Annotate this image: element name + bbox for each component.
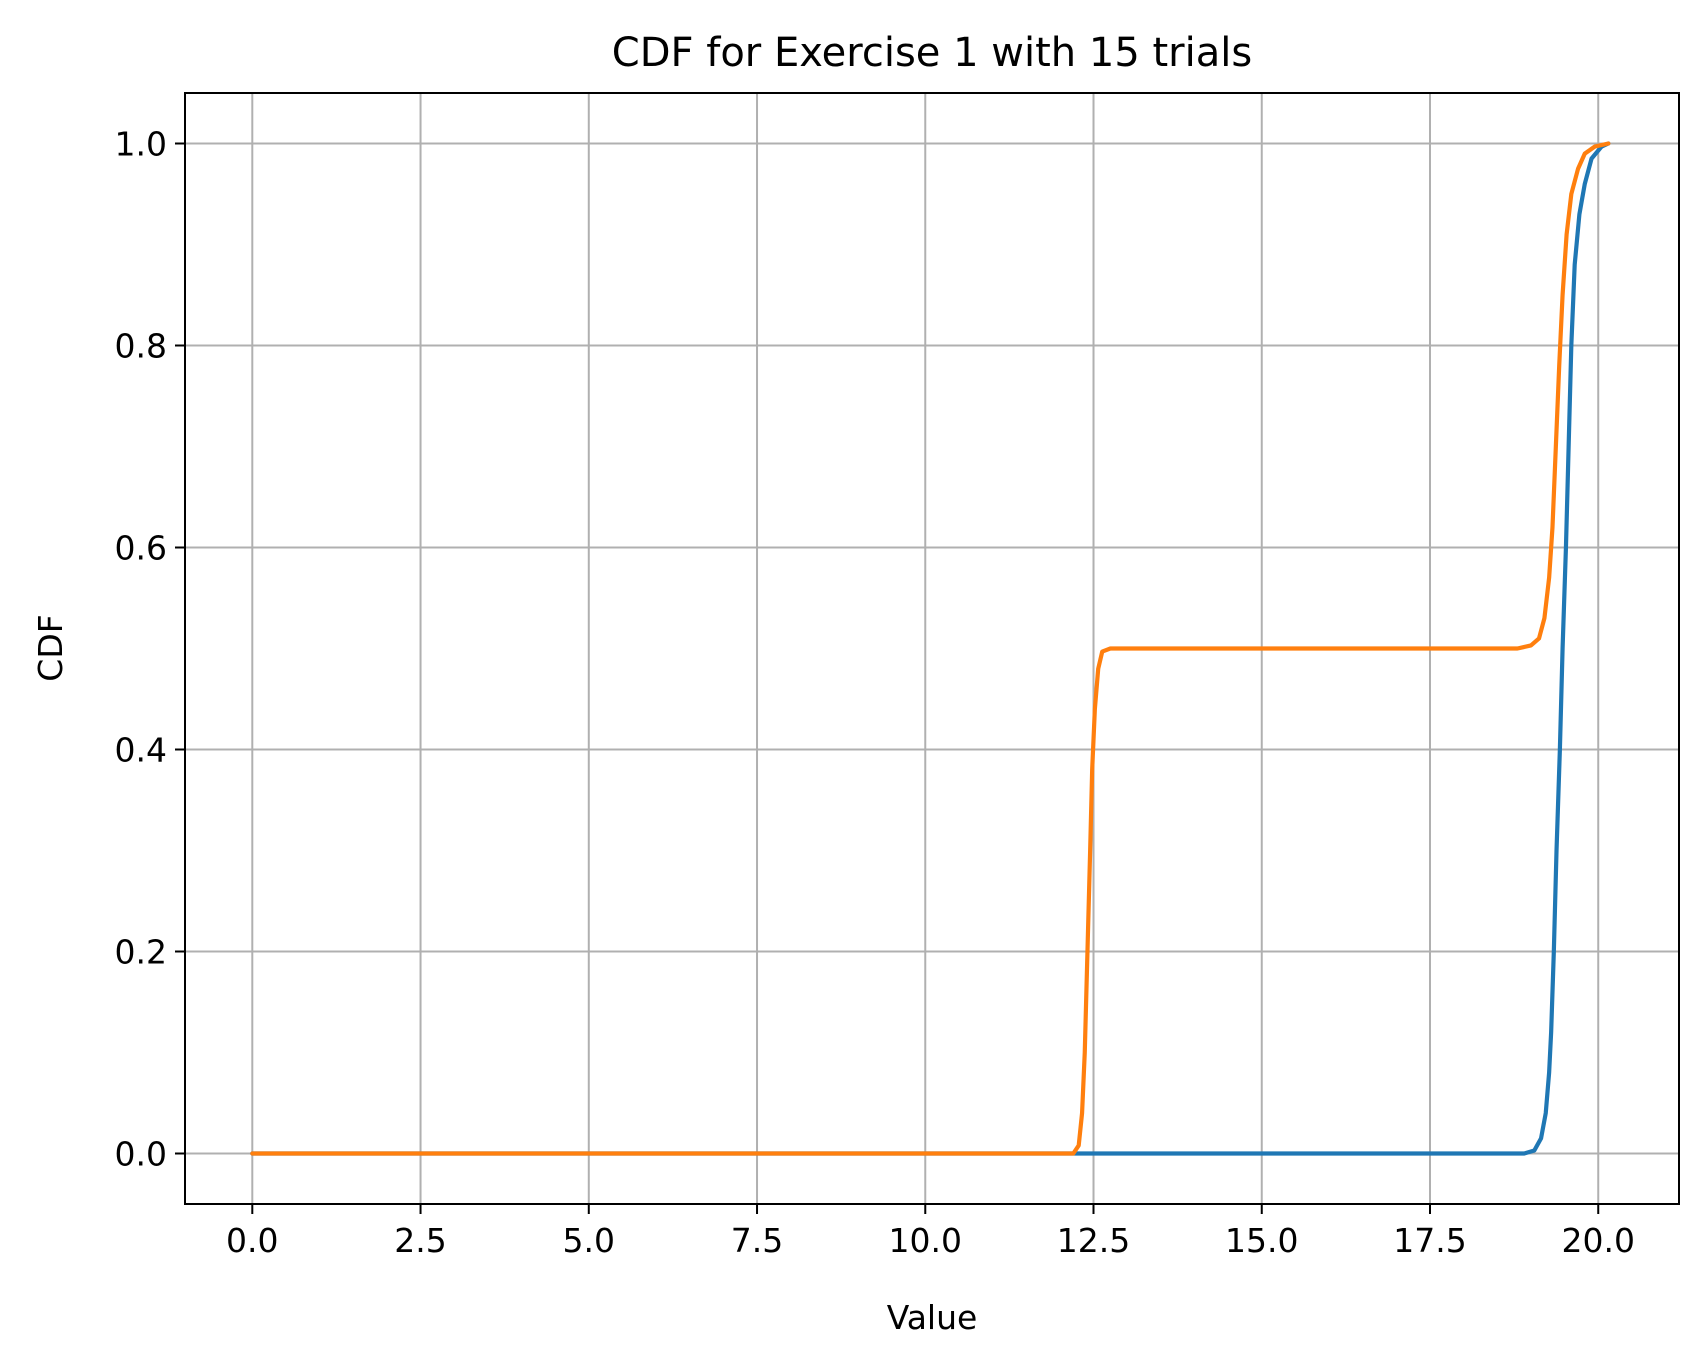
x-tick-label: 15.0 xyxy=(1225,1221,1298,1260)
y-tick-label: 0.4 xyxy=(115,731,167,770)
x-tick-label: 7.5 xyxy=(731,1221,783,1260)
series-line-1 xyxy=(250,141,1611,1156)
grid-layer xyxy=(185,93,1679,1204)
y-tick-label: 0.0 xyxy=(115,1135,167,1174)
x-tick-label: 10.0 xyxy=(889,1221,962,1260)
x-tick-label: 12.5 xyxy=(1057,1221,1130,1260)
y-tick-label: 0.6 xyxy=(115,529,167,568)
x-tick-label: 5.0 xyxy=(563,1221,615,1260)
x-tick-label: 20.0 xyxy=(1562,1221,1635,1260)
x-tick-label: 2.5 xyxy=(394,1221,446,1260)
y-tick-label: 1.0 xyxy=(115,125,167,164)
y-axis-label: CDF xyxy=(31,614,70,681)
y-tick-label: 0.8 xyxy=(115,327,167,366)
chart-title: CDF for Exercise 1 with 15 trials xyxy=(612,30,1252,76)
x-axis-label: Value xyxy=(887,1298,978,1337)
series-line-2 xyxy=(250,141,1611,1156)
x-tick-label: 17.5 xyxy=(1393,1221,1466,1260)
x-tick-label: 0.0 xyxy=(226,1221,278,1260)
axes-frame xyxy=(184,92,1680,1205)
tick-layer: 0.0 2.5 5.0 7.5 10.0 12.5 15.0 17.5 20.0 0.0 0.2 0.… xyxy=(115,125,1635,1261)
y-tick-label: 0.2 xyxy=(115,933,167,972)
series-layer xyxy=(250,141,1611,1156)
